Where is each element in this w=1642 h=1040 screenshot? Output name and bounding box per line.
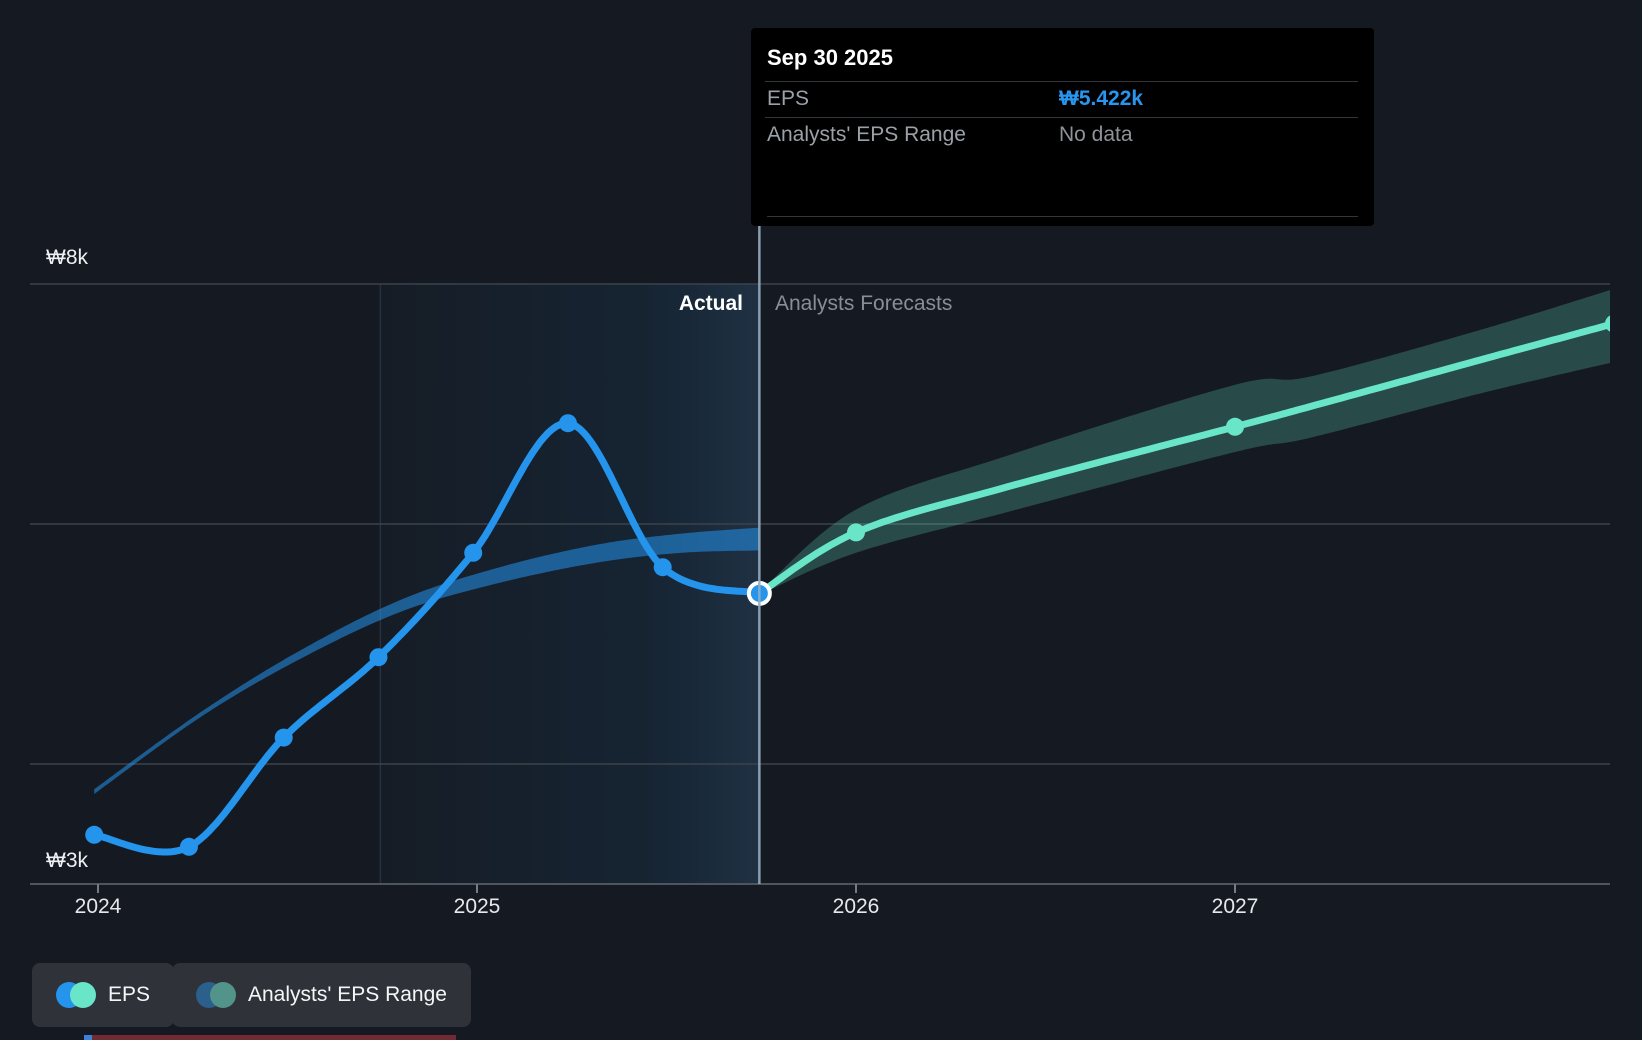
- forecast-section-label: Analysts Forecasts: [775, 292, 953, 315]
- tooltip-divider: [765, 81, 1358, 82]
- actual-section-label: Actual: [678, 292, 743, 315]
- partially-visible-bottom-element-red: [92, 1035, 456, 1040]
- tooltip-eps-value: ₩5.422k: [1059, 87, 1144, 110]
- tooltip-range-label: Analysts' EPS Range: [767, 123, 966, 146]
- tooltip-range-value: No data: [1059, 123, 1133, 146]
- partially-visible-bottom-element-blue: [84, 1035, 92, 1040]
- y-axis-label-8k: ₩8k: [46, 246, 88, 269]
- y-axis-label-3k: ₩3k: [46, 849, 88, 872]
- eps-forecast-color-dot: [70, 982, 96, 1008]
- range-teal-color-dot: [210, 982, 236, 1008]
- eps-legend-icon: [56, 982, 96, 1008]
- legend-chip-analysts-eps-range[interactable]: Analysts' EPS Range: [172, 963, 471, 1027]
- tooltip-row-range: Analysts' EPS Range No data: [765, 118, 1358, 153]
- legend-label-eps: EPS: [108, 983, 151, 1006]
- tooltip-eps-label: EPS: [767, 87, 810, 110]
- chart-legend: EPS Analysts' EPS Range: [0, 963, 1642, 1027]
- tooltip-row-eps: EPS ₩5.422k: [765, 82, 1358, 117]
- tooltip-divider: [765, 117, 1358, 118]
- x-tick-label-2025: 2025: [453, 895, 501, 918]
- x-tick-label-2026: 2026: [832, 895, 880, 918]
- range-legend-icon: [196, 982, 236, 1008]
- tooltip-bottom-divider: [767, 216, 1358, 217]
- legend-chip-eps[interactable]: EPS: [32, 963, 175, 1027]
- x-tick-label-2024: 2024: [74, 895, 122, 918]
- chart-tooltip: Sep 30 2025 EPS ₩5.422k Analysts' EPS Ra…: [751, 28, 1374, 226]
- legend-label-analysts-eps-range: Analysts' EPS Range: [248, 983, 447, 1006]
- tooltip-date: Sep 30 2025: [767, 45, 893, 70]
- x-tick-label-2027: 2027: [1211, 895, 1259, 918]
